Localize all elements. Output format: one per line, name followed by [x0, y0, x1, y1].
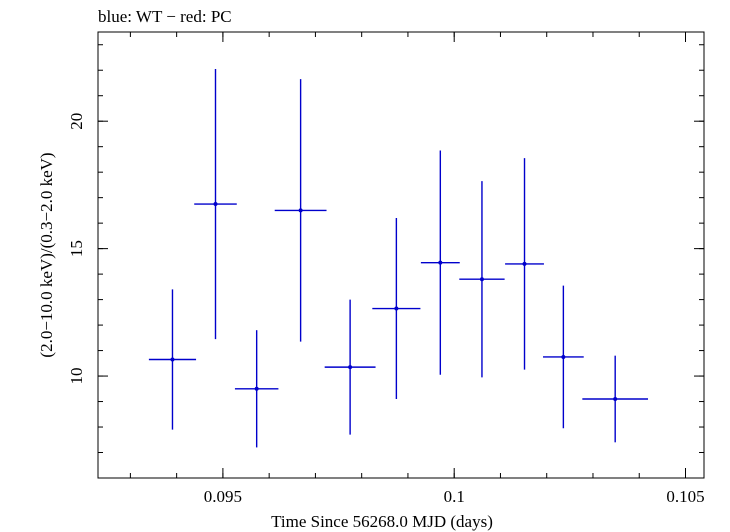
chart-title: blue: WT − red: PC	[98, 7, 232, 26]
x-tick-label: 0.105	[666, 487, 704, 506]
point-marker	[298, 208, 303, 213]
data-points	[148, 68, 649, 448]
point-marker	[348, 365, 353, 370]
data-point	[543, 285, 584, 429]
data-point	[420, 150, 460, 375]
point-marker	[613, 396, 618, 401]
data-point	[274, 79, 327, 342]
data-point	[148, 289, 197, 430]
point-marker	[213, 202, 218, 207]
point-marker	[479, 277, 484, 282]
data-point	[505, 158, 544, 370]
plot-frame	[97, 31, 705, 479]
point-marker	[254, 386, 259, 391]
data-point	[324, 299, 376, 435]
y-tick-label: 20	[67, 113, 86, 130]
point-marker	[394, 306, 399, 311]
x-tick-label: 0.095	[204, 487, 242, 506]
point-marker	[170, 357, 175, 362]
data-point	[372, 218, 421, 399]
axis-ticks: 0.095 0.1 0.105 10 15 20	[67, 32, 705, 506]
y-tick-label: 15	[67, 240, 86, 257]
data-point	[582, 355, 649, 443]
data-point	[194, 68, 237, 340]
x-axis-label: Time Since 56268.0 MJD (days)	[271, 512, 493, 531]
data-point	[234, 330, 279, 448]
data-point	[459, 181, 505, 378]
y-tick-label: 10	[67, 368, 86, 385]
x-tick-label: 0.1	[444, 487, 465, 506]
point-marker	[438, 260, 443, 265]
point-marker	[522, 261, 527, 266]
y-axis-label: (2.0−10.0 keV)/(0.3−2.0 keV)	[37, 152, 56, 357]
point-marker	[561, 354, 566, 359]
